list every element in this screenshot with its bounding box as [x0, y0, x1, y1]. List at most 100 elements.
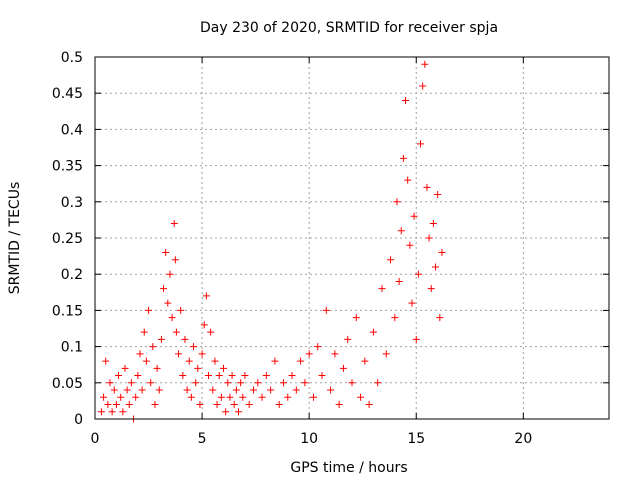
data-point — [220, 364, 227, 372]
data-point — [344, 335, 352, 343]
data-point — [232, 386, 240, 394]
data-point — [331, 350, 339, 358]
data-point — [419, 82, 427, 90]
data-point — [117, 393, 125, 401]
data-point — [361, 357, 369, 365]
x-tick-label: 5 — [198, 431, 207, 447]
data-point — [301, 379, 309, 387]
data-point — [395, 277, 403, 285]
data-point — [427, 285, 435, 293]
data-point — [237, 379, 245, 387]
data-point — [397, 227, 405, 235]
data-point — [382, 350, 390, 358]
data-point — [314, 343, 322, 351]
data-point — [104, 401, 112, 409]
data-point — [234, 408, 242, 416]
data-point — [147, 379, 155, 387]
x-tick-label: 10 — [300, 431, 318, 447]
y-tick-label: 0.05 — [52, 376, 83, 392]
data-point — [305, 350, 313, 358]
data-point — [267, 386, 275, 394]
data-point — [226, 393, 234, 401]
data-point — [421, 60, 429, 68]
data-point — [309, 393, 317, 401]
data-point — [322, 306, 330, 314]
data-point — [140, 328, 148, 336]
data-point — [108, 408, 116, 416]
data-point — [175, 350, 183, 358]
data-point — [115, 372, 123, 380]
x-axis-label: GPS time / hours — [290, 460, 407, 476]
data-point — [369, 328, 377, 336]
data-point — [171, 256, 179, 264]
y-axis-label: SRMTID / TECUs — [7, 182, 23, 295]
data-point — [239, 393, 247, 401]
y-tick-label: 0.4 — [61, 122, 83, 138]
data-point — [160, 285, 168, 293]
data-point — [412, 335, 420, 343]
data-point — [224, 379, 232, 387]
points-layer — [97, 60, 446, 423]
x-tick-label: 0 — [91, 431, 100, 447]
data-point — [297, 357, 305, 365]
data-point — [228, 372, 236, 380]
data-point — [288, 372, 296, 380]
data-point — [196, 401, 204, 409]
data-point — [258, 393, 266, 401]
data-point — [153, 364, 161, 372]
data-point — [151, 401, 159, 409]
data-point — [192, 379, 200, 387]
data-point — [164, 299, 172, 307]
data-point — [202, 292, 210, 300]
data-point — [123, 386, 131, 394]
data-point — [393, 198, 401, 206]
data-point — [172, 328, 180, 336]
y-tick-label: 0.2 — [61, 267, 83, 283]
tick-layer: 0 5 10 15 20 0 0.05 0.1 0.15 0.2 0.25 0.3 0.35 0.4 0.4… — [52, 50, 609, 447]
data-point — [112, 401, 120, 409]
data-point — [410, 212, 418, 220]
data-point — [100, 393, 108, 401]
data-point — [438, 248, 446, 256]
data-point — [249, 386, 257, 394]
data-point — [209, 386, 217, 394]
y-tick-label: 0.35 — [52, 159, 83, 175]
data-point — [292, 386, 300, 394]
data-point — [194, 364, 202, 372]
chart-title: Day 230 of 2020, SRMTID for receiver spj… — [200, 20, 498, 36]
data-point — [97, 408, 105, 416]
data-point — [399, 154, 407, 162]
data-point — [181, 335, 189, 343]
data-point — [198, 350, 206, 358]
y-tick-label: 0.15 — [52, 303, 83, 319]
data-point — [121, 364, 129, 372]
data-point — [339, 364, 347, 372]
grid-layer — [95, 57, 609, 419]
y-tick-label: 0 — [74, 412, 83, 428]
data-point — [417, 140, 425, 148]
data-point — [134, 372, 142, 380]
data-point — [170, 220, 178, 228]
data-point — [327, 386, 335, 394]
data-point — [318, 372, 326, 380]
data-point — [365, 401, 373, 409]
data-point — [241, 372, 249, 380]
data-point — [177, 306, 185, 314]
data-point — [162, 248, 170, 256]
data-point — [408, 299, 416, 307]
data-point — [436, 314, 444, 322]
data-point — [155, 386, 163, 394]
data-point — [217, 393, 225, 401]
y-tick-label: 0.5 — [61, 50, 83, 66]
data-point — [145, 306, 153, 314]
data-point — [429, 220, 437, 228]
data-point — [185, 357, 193, 365]
data-point — [271, 357, 279, 365]
data-point — [149, 343, 157, 351]
data-point — [183, 386, 191, 394]
data-point — [335, 401, 343, 409]
data-point — [378, 285, 386, 293]
data-point — [414, 270, 422, 278]
data-point — [215, 372, 223, 380]
data-point — [284, 393, 292, 401]
